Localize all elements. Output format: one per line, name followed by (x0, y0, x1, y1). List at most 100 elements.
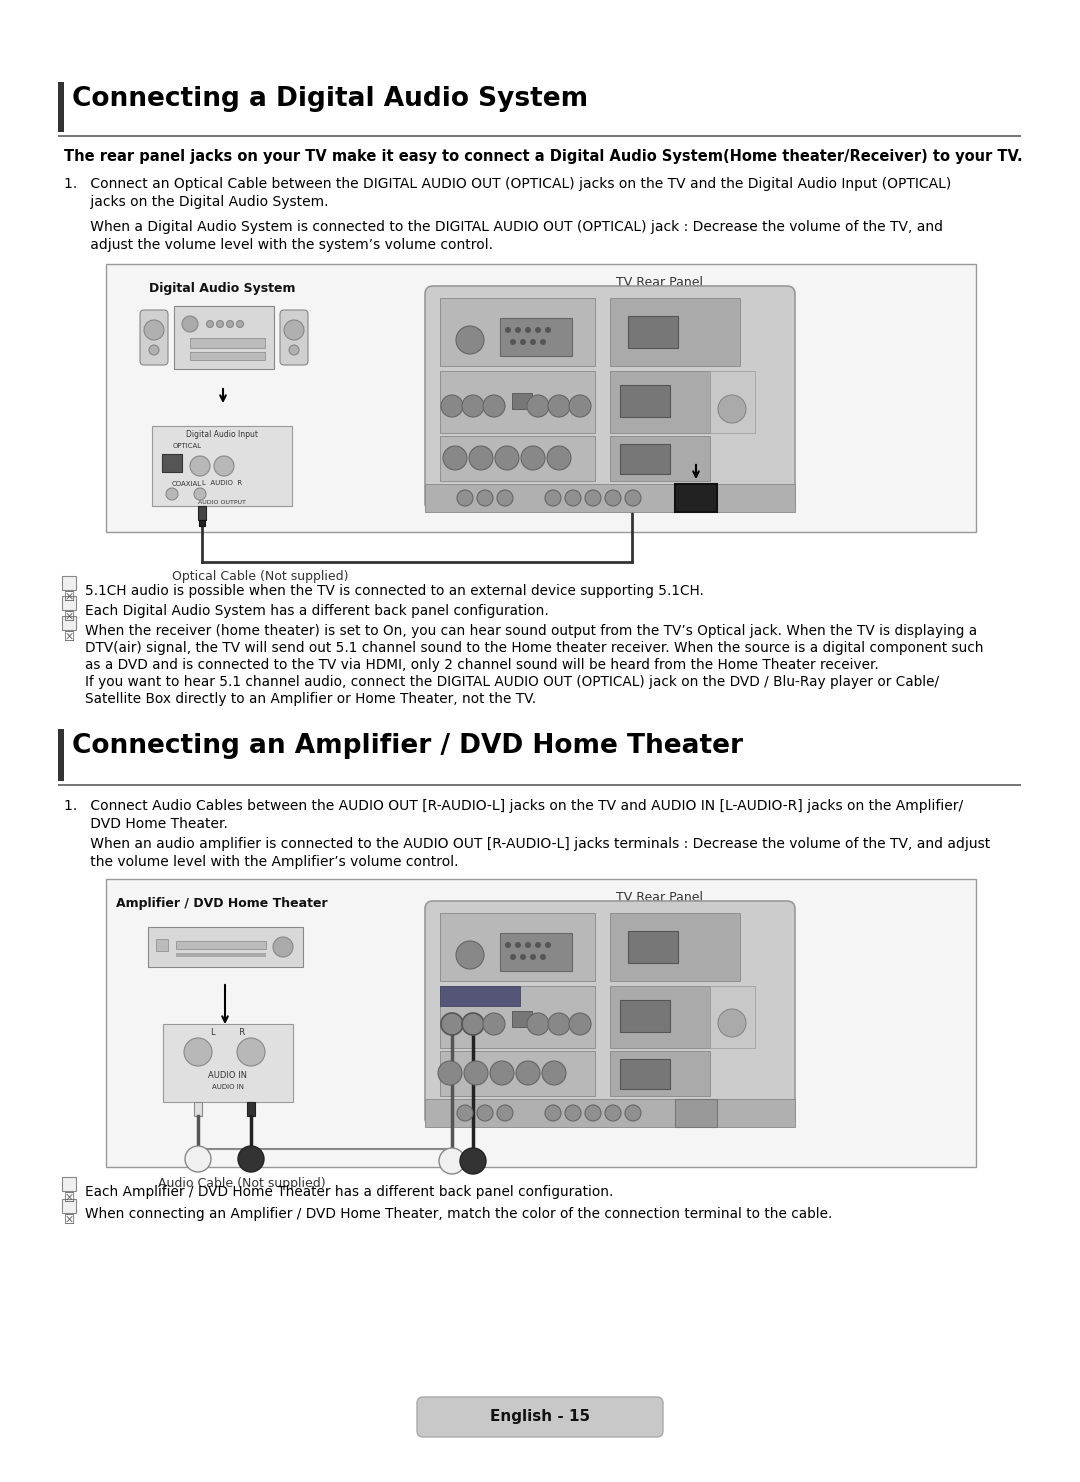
Circle shape (227, 320, 233, 328)
Circle shape (477, 491, 492, 505)
Circle shape (569, 1014, 591, 1034)
Circle shape (483, 1014, 505, 1034)
Circle shape (166, 488, 178, 499)
Text: ⊕-AUDIO-⊕: ⊕-AUDIO-⊕ (543, 1039, 575, 1043)
Text: 2: 2 (681, 1011, 689, 1021)
Text: 2: 2 (681, 396, 689, 406)
Bar (440, 1051, 595, 1097)
Circle shape (185, 1146, 211, 1172)
Text: the volume level with the Amplifier’s volume control.: the volume level with the Amplifier’s vo… (64, 855, 459, 868)
Text: Each Amplifier / DVD Home Theater has a different back panel configuration.: Each Amplifier / DVD Home Theater has a … (85, 1186, 613, 1199)
Circle shape (510, 954, 516, 960)
Text: When connecting an Amplifier / DVD Home Theater, match the color of the connecti: When connecting an Amplifier / DVD Home … (85, 1206, 833, 1221)
Text: Digital Audio System: Digital Audio System (149, 282, 295, 295)
Text: AUDIO: AUDIO (686, 492, 706, 496)
Text: AUDIO OUT: AUDIO OUT (458, 988, 502, 994)
Circle shape (585, 491, 600, 505)
Text: Connecting an Amplifier / DVD Home Theater: Connecting an Amplifier / DVD Home Theat… (72, 734, 743, 759)
Circle shape (525, 328, 531, 333)
Bar (512, 1011, 532, 1027)
Circle shape (237, 1037, 265, 1066)
Text: as a DVD and is connected to the TV via HDMI, only 2 channel sound will be heard: as a DVD and is connected to the TV via … (85, 658, 879, 671)
FancyBboxPatch shape (140, 310, 168, 365)
Bar (710, 370, 755, 433)
Circle shape (469, 446, 492, 470)
Circle shape (535, 328, 541, 333)
Bar (247, 1103, 255, 1116)
Bar (610, 1051, 710, 1097)
Text: Amplifier / DVD Home Theater: Amplifier / DVD Home Theater (117, 897, 328, 910)
Circle shape (505, 328, 511, 333)
Text: AV
IN: AV IN (442, 1103, 448, 1113)
Circle shape (456, 941, 484, 969)
Bar (199, 520, 205, 526)
Circle shape (289, 345, 299, 356)
Circle shape (490, 1061, 514, 1085)
Circle shape (457, 491, 473, 505)
Text: 3: 3 (712, 328, 718, 338)
Circle shape (515, 328, 521, 333)
Circle shape (535, 943, 541, 948)
Text: Satellite Box directly to an Amplifier or Home Theater, not the TV.: Satellite Box directly to an Amplifier o… (85, 692, 536, 705)
Circle shape (546, 446, 571, 470)
Text: TV Rear Panel: TV Rear Panel (617, 891, 703, 904)
Circle shape (521, 446, 545, 470)
Bar (62, 576, 76, 590)
Text: Audio Cable (Not supplied): Audio Cable (Not supplied) (158, 1177, 326, 1190)
Bar (62, 1199, 76, 1212)
Circle shape (542, 1061, 566, 1085)
Text: When the receiver (home theater) is set to On, you can hear sound output from th: When the receiver (home theater) is set … (85, 624, 977, 637)
Circle shape (184, 1037, 212, 1066)
Circle shape (625, 1106, 642, 1120)
Text: When a Digital Audio System is connected to the DIGITAL AUDIO OUT (OPTICAL) jack: When a Digital Audio System is connected… (64, 219, 943, 234)
Bar (176, 953, 266, 957)
Bar (440, 986, 519, 1006)
Circle shape (545, 943, 551, 948)
Bar (163, 1024, 293, 1103)
Text: AUDIO: AUDIO (459, 311, 482, 317)
Circle shape (545, 328, 551, 333)
Bar (620, 385, 670, 416)
Text: EX-LINK: EX-LINK (512, 387, 532, 393)
Circle shape (527, 396, 549, 416)
Text: ☒: ☒ (65, 591, 76, 605)
Text: EX/AUDIO IN: EX/AUDIO IN (536, 990, 584, 996)
Circle shape (545, 1106, 561, 1120)
Bar (58, 82, 64, 132)
Circle shape (545, 491, 561, 505)
Bar (426, 1100, 795, 1126)
Text: Digital Audio Input: Digital Audio Input (186, 430, 258, 439)
Circle shape (190, 456, 210, 476)
Bar (627, 488, 636, 502)
Bar (194, 1103, 202, 1116)
Bar (58, 135, 1021, 136)
Circle shape (497, 491, 513, 505)
Text: COMPONENT IN: COMPONENT IN (568, 1117, 618, 1123)
Bar (610, 370, 710, 433)
Circle shape (238, 1146, 264, 1172)
Circle shape (530, 339, 536, 345)
Circle shape (515, 943, 521, 948)
Text: AV
IN: AV IN (442, 488, 448, 498)
Text: 1.   Connect an Optical Cable between the DIGITAL AUDIO OUT (OPTICAL) jacks on t: 1. Connect an Optical Cable between the … (64, 176, 951, 191)
Circle shape (216, 320, 224, 328)
Bar (58, 729, 64, 781)
Text: The rear panel jacks on your TV make it easy to connect a Digital Audio System(H: The rear panel jacks on your TV make it … (64, 150, 1023, 165)
Text: ANT IN: ANT IN (721, 375, 743, 379)
Text: DIGITAL
AUDIO OUT
(OPTICAL): DIGITAL AUDIO OUT (OPTICAL) (683, 1103, 710, 1119)
Bar (710, 986, 755, 1048)
Bar (610, 986, 710, 1048)
Circle shape (516, 1061, 540, 1085)
Circle shape (441, 1014, 463, 1034)
Bar (156, 940, 168, 951)
Circle shape (144, 320, 164, 339)
Text: 1: 1 (681, 1069, 689, 1077)
Circle shape (548, 1014, 570, 1034)
Circle shape (527, 1014, 549, 1034)
Text: When an audio amplifier is connected to the AUDIO OUT [R-AUDIO-L] jacks terminal: When an audio amplifier is connected to … (64, 837, 990, 851)
Bar (627, 316, 678, 348)
Bar (512, 393, 532, 409)
Text: ⊕-AUDIO-⊕  ⊕  ⊕VIDEO: ⊕-AUDIO-⊕ ⊕ ⊕VIDEO (483, 1103, 548, 1107)
Circle shape (605, 1106, 621, 1120)
Circle shape (505, 943, 511, 948)
